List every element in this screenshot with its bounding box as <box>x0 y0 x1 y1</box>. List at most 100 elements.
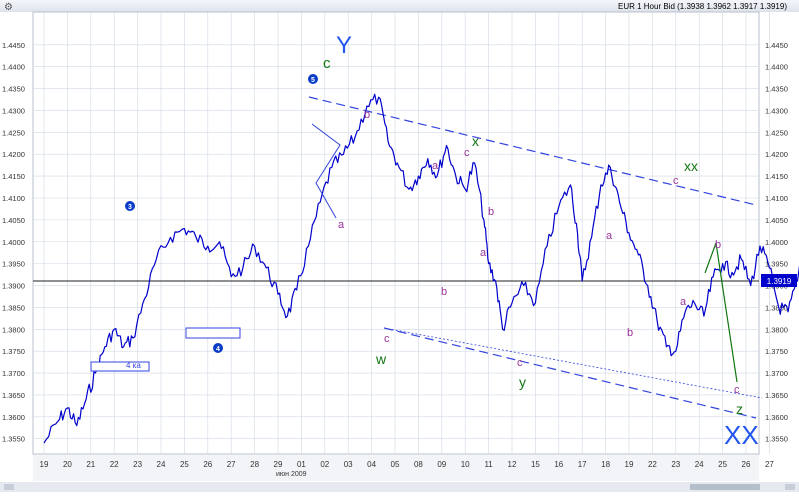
wave-4-marker: 4 <box>213 343 223 353</box>
scroll-left-arrow[interactable] <box>4 484 14 490</box>
label-green-xx: xx <box>684 158 698 174</box>
label-purple-c5: c <box>734 384 740 396</box>
label-purple-a1: a <box>338 219 345 231</box>
wave-4-label: 4 <box>216 346 220 353</box>
plot-area <box>32 11 760 455</box>
wave-3-marker: 3 <box>125 201 135 211</box>
y-tick-label: 1.3750 <box>765 347 788 356</box>
label-green-c: c <box>323 55 331 72</box>
scroll-thumb[interactable] <box>690 484 760 490</box>
x-tick-label: 22 <box>110 460 119 469</box>
label-green-y: y <box>519 374 526 390</box>
label-purple-a5: a <box>680 296 687 308</box>
current-price-badge <box>761 274 797 287</box>
y-tick-label: 1.4400 <box>2 63 25 72</box>
x-tick-label: 19 <box>625 460 634 469</box>
x-tick-label: 23 <box>671 460 680 469</box>
y-tick-label: 1.4250 <box>2 128 25 137</box>
y-tick-label: 1.4150 <box>765 172 788 181</box>
label-purple-a3: a <box>480 247 487 259</box>
x-axis-strip <box>33 455 759 481</box>
y-tick-label: 1.4150 <box>2 172 25 181</box>
y-tick-label: 1.3700 <box>765 369 788 378</box>
grid <box>33 12 770 454</box>
label-purple-b2: b <box>488 206 494 218</box>
x-tick-label: 02 <box>320 460 329 469</box>
x-tick-label: 22 <box>648 460 657 469</box>
y-tick-label: 1.4300 <box>765 106 788 115</box>
y-tick-label: 1.3950 <box>2 260 25 269</box>
label-green-w: w <box>375 351 387 367</box>
wave-5-label: 5 <box>311 77 315 84</box>
y-tick-label: 1.4200 <box>2 150 25 159</box>
y-tick-label: 1.4450 <box>2 41 25 50</box>
y-tick-label: 1.4450 <box>765 41 788 50</box>
wave4-box-right <box>185 327 241 339</box>
label-purple-b3: b <box>441 286 447 298</box>
horizontal-scrollbar[interactable] <box>0 482 799 492</box>
label-purple-c3: c <box>517 357 523 369</box>
x-tick-label: 29 <box>274 460 283 469</box>
y-tick-label: 1.4350 <box>765 85 788 94</box>
label-purple-b5: b <box>715 239 721 251</box>
y-tick-label: 1.3550 <box>765 435 788 444</box>
scroll-right-arrow[interactable] <box>785 484 795 490</box>
y-tick-label: 1.3600 <box>765 413 788 422</box>
x-tick-label: 19 <box>40 460 49 469</box>
projection-line <box>704 242 738 383</box>
x-tick-label: 27 <box>765 460 774 469</box>
y-tick-label: 1.3600 <box>2 413 25 422</box>
label-purple-b1: b <box>364 109 370 121</box>
x-tick-label: 28 <box>250 460 259 469</box>
x-tick-label: 26 <box>203 460 212 469</box>
y-tick-label: 1.3650 <box>2 391 25 400</box>
y-tick-label: 1.3950 <box>765 260 788 269</box>
label-purple-a2: a <box>432 160 439 172</box>
x-tick-label: 12 <box>508 460 517 469</box>
wave-5-marker: 5 <box>308 74 318 84</box>
y-tick-label: 1.3700 <box>2 369 25 378</box>
x-tick-label: 11 <box>484 460 493 469</box>
chart-title: EUR 1 Hour Bid (1.3938 1.3962 1.3917 1.3… <box>618 2 787 11</box>
y-tick-label: 1.4300 <box>2 106 25 115</box>
price-line <box>43 93 799 444</box>
x-tick-label: 15 <box>531 460 540 469</box>
x-tick-label: 20 <box>63 460 72 469</box>
x-tick-label: 08 <box>414 460 423 469</box>
y-tick-label: 1.3800 <box>2 325 25 334</box>
y-tick-label: 1.3650 <box>765 391 788 400</box>
label-purple-a4: a <box>606 230 613 242</box>
settings-icon[interactable]: ⚙ <box>4 2 13 13</box>
x-tick-label: 27 <box>227 460 236 469</box>
x-tick-label: 25 <box>718 460 727 469</box>
header-bar <box>0 0 799 12</box>
dotted-channel-line <box>383 327 763 399</box>
y-tick-label: 1.4100 <box>2 194 25 203</box>
month-label: июн 2009 <box>276 471 307 478</box>
y-axis-left: 1.4450 1.4400 1.4350 1.4300 1.4250 1.4200 1.41… <box>2 41 25 444</box>
x-tick-label: 04 <box>367 460 376 469</box>
wave4-box-left <box>90 361 150 372</box>
y-tick-label: 1.4250 <box>765 128 788 137</box>
y-tick-label: 1.3900 <box>2 282 25 291</box>
y-tick-label: 1.4000 <box>765 238 788 247</box>
label-purple-b4: b <box>627 327 633 339</box>
wave4-box-label: 4 ка <box>126 361 141 370</box>
label-purple-c1: c <box>464 147 470 159</box>
y-tick-label: 1.3850 <box>2 303 25 312</box>
x-tick-label: 10 <box>461 460 470 469</box>
y-tick-label: 1.4400 <box>765 63 788 72</box>
x-tick-label: 21 <box>86 460 95 469</box>
label-purple-c2: c <box>384 333 390 345</box>
lower-channel-line <box>383 327 757 419</box>
y-tick-label: 1.4000 <box>2 238 25 247</box>
x-tick-label: 17 <box>578 460 587 469</box>
y-tick-label: 1.3800 <box>765 325 788 334</box>
y-tick-label: 1.4050 <box>2 216 25 225</box>
label-green-x: x <box>472 133 479 149</box>
label-purple-c4: c <box>673 175 679 187</box>
y-tick-label: 1.4350 <box>2 85 25 94</box>
x-tick-label: 23 <box>133 460 142 469</box>
